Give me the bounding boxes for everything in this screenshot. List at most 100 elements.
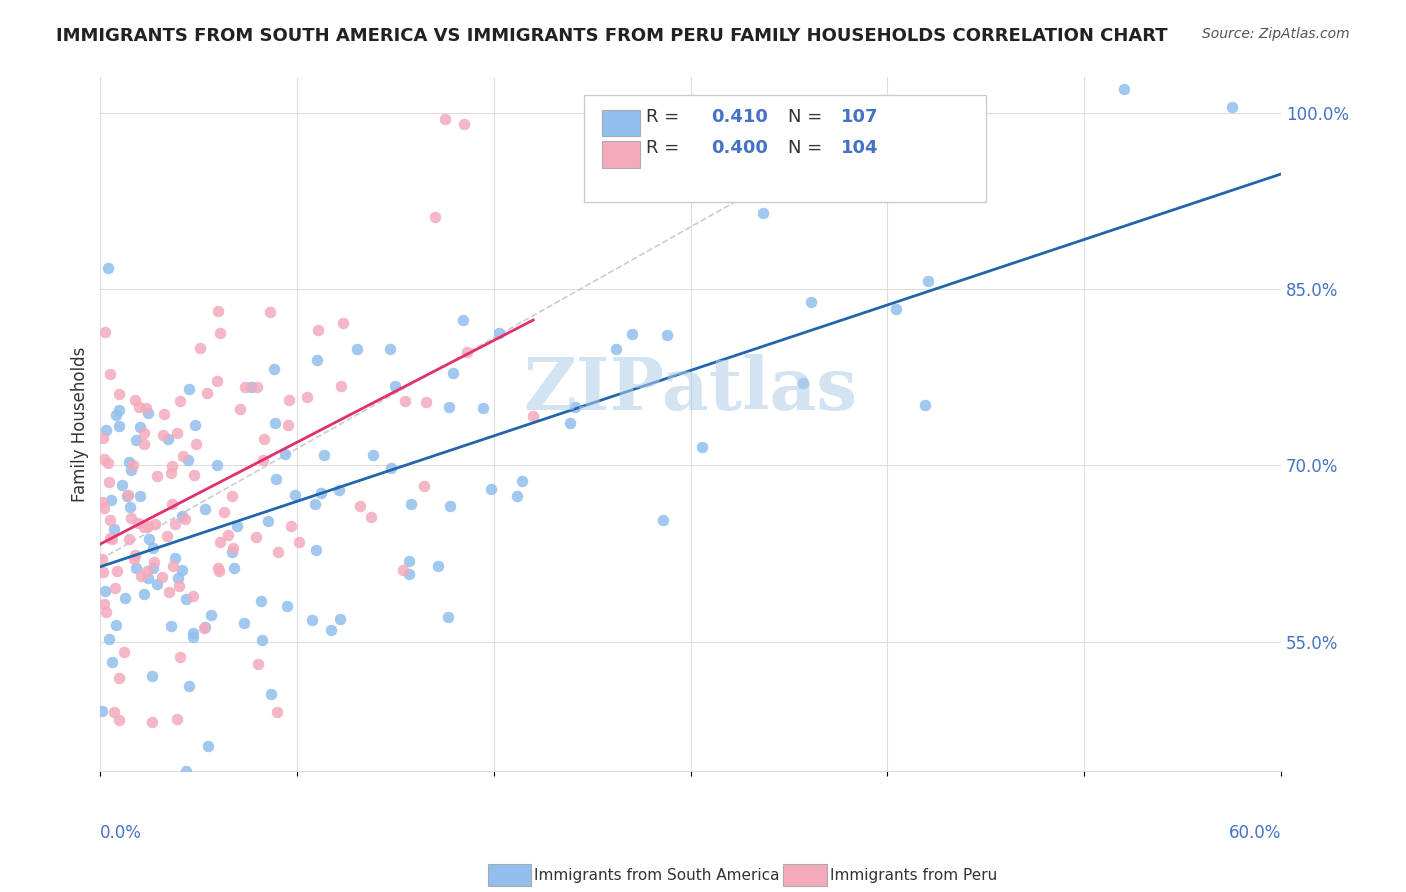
Point xyxy=(169,650,191,665)
Point xyxy=(212,505,235,519)
Point xyxy=(207,374,229,388)
Text: IMMIGRANTS FROM SOUTH AMERICA VS IMMIGRANTS FROM PERU FAMILY HOUSEHOLDS CORRELAT: IMMIGRANTS FROM SOUTH AMERICA VS IMMIGRA… xyxy=(56,27,1168,45)
Point xyxy=(174,764,197,778)
Point xyxy=(193,622,215,636)
Point xyxy=(136,406,159,420)
Point xyxy=(301,613,323,627)
Point xyxy=(128,401,150,415)
Point xyxy=(392,563,415,577)
Point xyxy=(456,344,478,359)
Point xyxy=(156,529,179,543)
Point xyxy=(240,380,263,394)
Point xyxy=(91,431,114,445)
Point xyxy=(246,657,269,671)
Point xyxy=(437,400,460,414)
Point xyxy=(253,432,276,446)
Point xyxy=(800,295,823,310)
Point xyxy=(506,489,529,503)
Text: Source: ZipAtlas.com: Source: ZipAtlas.com xyxy=(1202,27,1350,41)
Point xyxy=(118,532,141,546)
Point xyxy=(378,342,401,356)
Point xyxy=(136,519,159,533)
Point xyxy=(125,561,148,575)
Point xyxy=(307,323,329,337)
Point xyxy=(360,509,382,524)
Point xyxy=(453,312,475,326)
Point xyxy=(132,520,155,534)
Point xyxy=(319,624,342,638)
Point xyxy=(207,303,229,318)
Point xyxy=(121,458,143,472)
Point xyxy=(208,534,231,549)
Point xyxy=(280,518,302,533)
Point xyxy=(94,325,117,339)
Point xyxy=(165,550,187,565)
Point xyxy=(278,393,301,408)
Point xyxy=(655,328,678,343)
Point xyxy=(157,585,180,599)
Text: 60.0%: 60.0% xyxy=(1229,824,1281,842)
Point xyxy=(329,612,352,626)
Point xyxy=(522,409,544,423)
Point xyxy=(136,571,159,585)
Text: N =: N = xyxy=(787,139,828,157)
Point xyxy=(142,555,165,569)
Point xyxy=(263,361,285,376)
Point xyxy=(250,633,273,648)
Point xyxy=(174,591,197,606)
Point xyxy=(94,605,117,619)
Point xyxy=(105,564,128,578)
Point xyxy=(129,568,152,582)
Point xyxy=(177,452,200,467)
Point xyxy=(195,386,218,401)
Point xyxy=(120,463,142,477)
Point xyxy=(107,419,129,434)
Point xyxy=(437,610,460,624)
Point xyxy=(221,544,243,558)
Point xyxy=(141,669,163,683)
Point xyxy=(229,402,252,417)
Point xyxy=(170,563,193,577)
Point xyxy=(108,671,131,685)
Point xyxy=(150,569,173,583)
Point xyxy=(510,474,533,488)
Point xyxy=(120,511,142,525)
Point xyxy=(97,456,120,470)
Point xyxy=(167,570,190,584)
Point xyxy=(205,458,228,472)
Point xyxy=(152,407,174,421)
Point xyxy=(145,577,167,591)
Point xyxy=(380,460,402,475)
Point xyxy=(120,500,142,514)
Point xyxy=(250,593,273,607)
Point xyxy=(160,459,183,474)
Point xyxy=(558,416,581,430)
Point xyxy=(309,486,332,500)
Point xyxy=(246,380,269,394)
Point xyxy=(415,395,437,409)
Point xyxy=(401,497,423,511)
Point xyxy=(105,618,128,632)
Point xyxy=(276,599,298,613)
Point xyxy=(398,566,420,581)
Point xyxy=(1220,100,1243,114)
Point xyxy=(91,704,114,718)
Point xyxy=(177,382,200,396)
Point xyxy=(93,451,115,466)
Point xyxy=(222,560,245,574)
Point xyxy=(208,565,231,579)
Point xyxy=(159,466,181,480)
Point xyxy=(412,479,434,493)
Point xyxy=(146,469,169,483)
Point xyxy=(200,608,222,623)
Point xyxy=(91,495,114,509)
Point xyxy=(307,352,329,367)
Point xyxy=(252,453,274,467)
Point xyxy=(233,615,256,630)
Point xyxy=(107,403,129,417)
Text: 104: 104 xyxy=(841,139,879,157)
Point xyxy=(1112,82,1135,96)
Point xyxy=(304,497,326,511)
Point xyxy=(114,591,136,605)
Point xyxy=(217,528,239,542)
